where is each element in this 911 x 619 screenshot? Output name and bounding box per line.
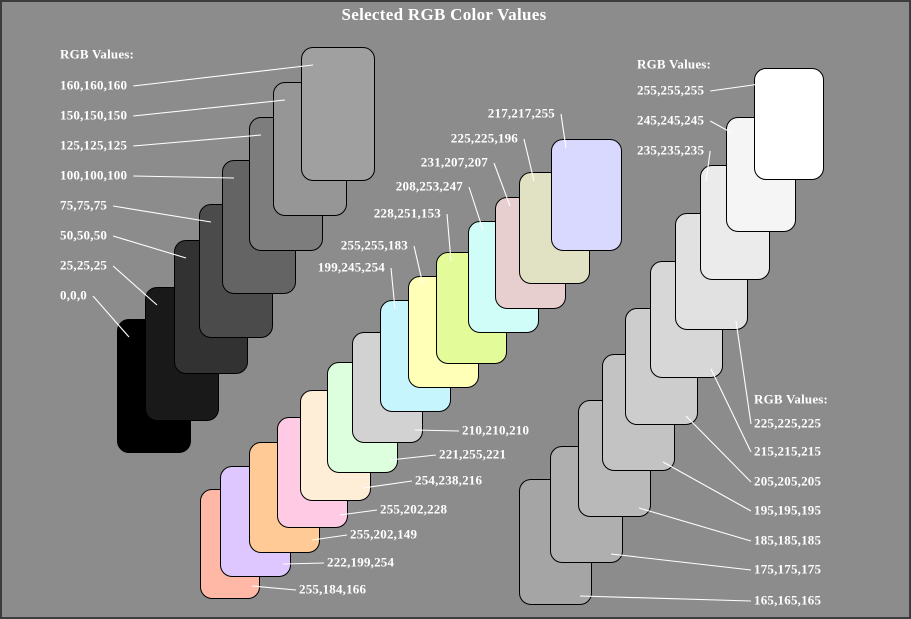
leader-line (133, 134, 262, 147)
leader-line (710, 83, 761, 92)
leader-line (579, 595, 752, 602)
rgb-values-heading: RGB Values: (754, 391, 829, 407)
rgb-values-heading: RGB Values: (637, 56, 712, 72)
rgb-value-label: 255,202,149 (350, 526, 418, 542)
rgb-value-label: 100,100,100 (60, 167, 128, 183)
rgb-value-label: 255,255,255 (637, 82, 705, 98)
leader-line (662, 461, 752, 512)
rgb-value-label: 160,160,160 (60, 77, 128, 93)
rgb-value-label: 205,205,205 (754, 473, 822, 489)
rgb-value-label: 165,165,165 (754, 592, 822, 608)
rgb-value-label: 255,255,183 (340, 237, 408, 253)
page-title: Selected RGB Color Values (341, 5, 547, 24)
leader-line (133, 99, 286, 117)
leader-line (133, 175, 235, 179)
rgb-value-label: 125,125,125 (60, 137, 128, 153)
rgb-value-label: 255,202,228 (380, 501, 448, 517)
rgb-value-label: 215,215,215 (754, 443, 822, 459)
rgb-value-label: 228,251,153 (373, 205, 441, 221)
rgb-value-label: 217,217,255 (487, 105, 555, 121)
rgb-values-heading: RGB Values: (60, 46, 135, 62)
rgb-value-label: 175,175,175 (754, 561, 822, 577)
leader-line (113, 205, 212, 223)
rgb-value-label: 225,225,225 (754, 415, 822, 431)
rgb-value-label: 185,185,185 (754, 532, 822, 548)
rgb-value-label: 221,255,221 (439, 446, 507, 462)
rgb-value-label: 50,50,50 (60, 227, 108, 243)
leader-line (710, 368, 752, 453)
rgb-value-label: 245,245,245 (637, 112, 705, 128)
rgb-value-label: 208,253,247 (395, 178, 463, 194)
rgb-value-label: 75,75,75 (60, 197, 108, 213)
leader-line (685, 415, 752, 483)
rgb-value-label: 235,235,235 (637, 142, 705, 158)
rgb-value-label: 254,238,216 (415, 472, 483, 488)
rgb-value-label: 0,0,0 (60, 287, 87, 303)
rgb-value-label: 231,207,207 (420, 154, 488, 170)
rgb-value-label: 195,195,195 (754, 502, 822, 518)
rgb-value-label: 222,199,254 (327, 554, 395, 570)
leader-line (735, 320, 752, 425)
color-card-160-160-160 (301, 47, 375, 181)
color-card-255-255-255 (754, 68, 824, 180)
color-card-217-217-255 (551, 139, 622, 251)
leader-line (638, 507, 752, 542)
rgb-value-label: 199,245,254 (317, 259, 385, 275)
rgb-value-label: 25,25,25 (60, 257, 108, 273)
rgb-value-label: 210,210,210 (462, 422, 530, 438)
rgb-value-label: 255,184,166 (299, 581, 367, 597)
leader-line (610, 553, 752, 571)
rgb-value-label: 225,225,196 (450, 130, 518, 146)
rgb-value-label: 150,150,150 (60, 107, 128, 123)
